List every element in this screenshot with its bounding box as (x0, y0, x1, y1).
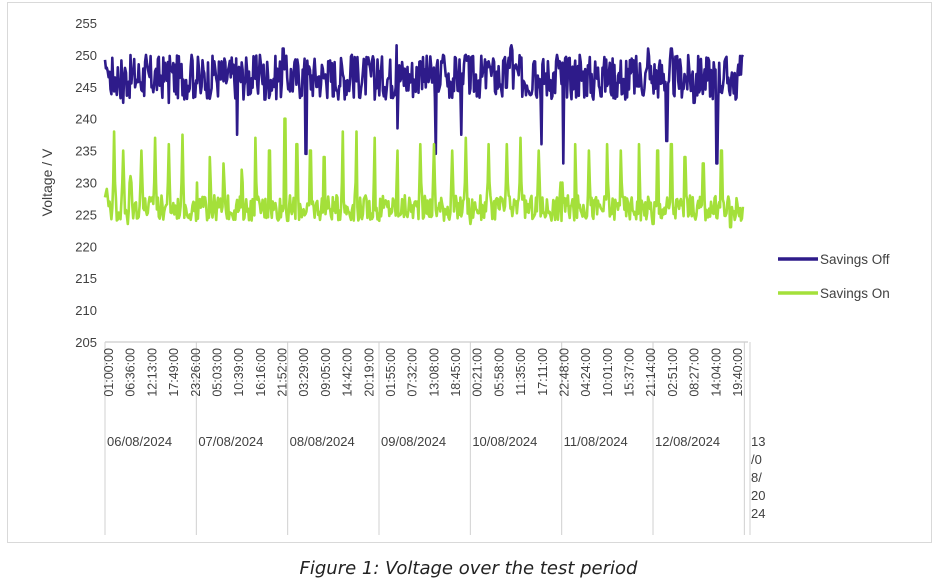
y-tick-label: 255 (75, 16, 97, 31)
x-time-tick-label: 08:27:00 (688, 348, 702, 397)
x-date-label-fragment: 24 (751, 506, 765, 521)
x-date-label: 08/08/2024 (290, 434, 355, 449)
y-tick-label: 250 (75, 48, 97, 63)
x-time-tick-label: 06:36:00 (124, 348, 138, 397)
x-time-tick-label: 05:03:00 (210, 348, 224, 397)
y-tick-label: 225 (75, 207, 97, 222)
x-date-label: 06/08/2024 (107, 434, 172, 449)
x-time-tick-label: 19:40:00 (731, 348, 745, 397)
x-date-label: 12/08/2024 (655, 434, 720, 449)
x-time-tick-label: 15:37:00 (623, 348, 637, 397)
x-time-tick-label: 12:13:00 (145, 348, 159, 397)
x-time-tick-label: 17:49:00 (167, 348, 181, 397)
chart-frame: 205 210 215 220 225 230 235 240 245 250 255 Voltage… (7, 2, 932, 543)
y-tick-label: 215 (75, 271, 97, 286)
x-time-tick-label: 04:24:00 (579, 348, 593, 397)
x-date-label-fragment: 20 (751, 488, 765, 503)
x-time-tick-label: 10:01:00 (601, 348, 615, 397)
figure-caption: Figure 1: Voltage over the test period (299, 558, 638, 579)
x-time-tick-label: 21:52:00 (276, 348, 290, 397)
x-time-tick-label: 00:21:00 (471, 348, 485, 397)
x-time-tick-label: 17:11:00 (536, 348, 550, 396)
x-time-tick-label: 09:05:00 (319, 348, 333, 397)
x-date-label-fragment: 13 (751, 434, 765, 449)
x-time-tick-label: 14:04:00 (709, 348, 723, 397)
y-tick-label: 235 (75, 144, 97, 159)
legend-label: Savings Off (820, 252, 890, 267)
y-tick-label: 210 (75, 303, 97, 318)
x-time-tick-label: 02:51:00 (666, 348, 680, 397)
y-axis-title: Voltage / V (39, 148, 55, 216)
y-tick-label: 240 (75, 112, 97, 127)
x-time-tick-label: 21:14:00 (644, 348, 658, 397)
x-date-label: 09/08/2024 (381, 434, 446, 449)
series-line-savings-on (103, 117, 745, 229)
y-tick-label: 205 (75, 335, 97, 350)
x-time-tick-label: 20:19:00 (362, 348, 376, 397)
x-date-label: 07/08/2024 (198, 434, 263, 449)
x-date-label: 10/08/2024 (472, 434, 537, 449)
x-time-tick-label: 01:55:00 (384, 348, 398, 397)
x-time-tick-label: 01:00:00 (102, 348, 116, 397)
x-date-label: 11/08/2024 (564, 434, 628, 449)
legend-label: Savings On (820, 286, 890, 301)
x-time-tick-label: 18:45:00 (449, 348, 463, 397)
y-tick-label: 230 (75, 176, 97, 191)
voltage-chart: 205 210 215 220 225 230 235 240 245 250 255 Voltage… (39, 16, 890, 535)
y-tick-label: 220 (75, 239, 97, 254)
x-time-tick-label: 05:58:00 (492, 348, 506, 397)
x-date-label-fragment: /0 (751, 452, 762, 467)
x-time-tick-label: 13:08:00 (427, 348, 441, 397)
x-time-tick-label: 23:26:00 (189, 348, 203, 397)
x-time-tick-label: 03:29:00 (297, 348, 311, 397)
x-date-label-fragment: 8/ (751, 470, 762, 485)
x-time-tick-label: 07:32:00 (406, 348, 420, 397)
series-line-savings-off (103, 43, 745, 165)
y-tick-label: 245 (75, 80, 97, 95)
x-time-tick-label: 16:16:00 (254, 348, 268, 397)
x-time-tick-label: 11:35:00 (514, 348, 528, 396)
x-time-tick-label: 10:39:00 (232, 348, 246, 397)
x-time-tick-label: 22:48:00 (557, 348, 571, 397)
x-time-tick-label: 14:42:00 (341, 348, 355, 397)
